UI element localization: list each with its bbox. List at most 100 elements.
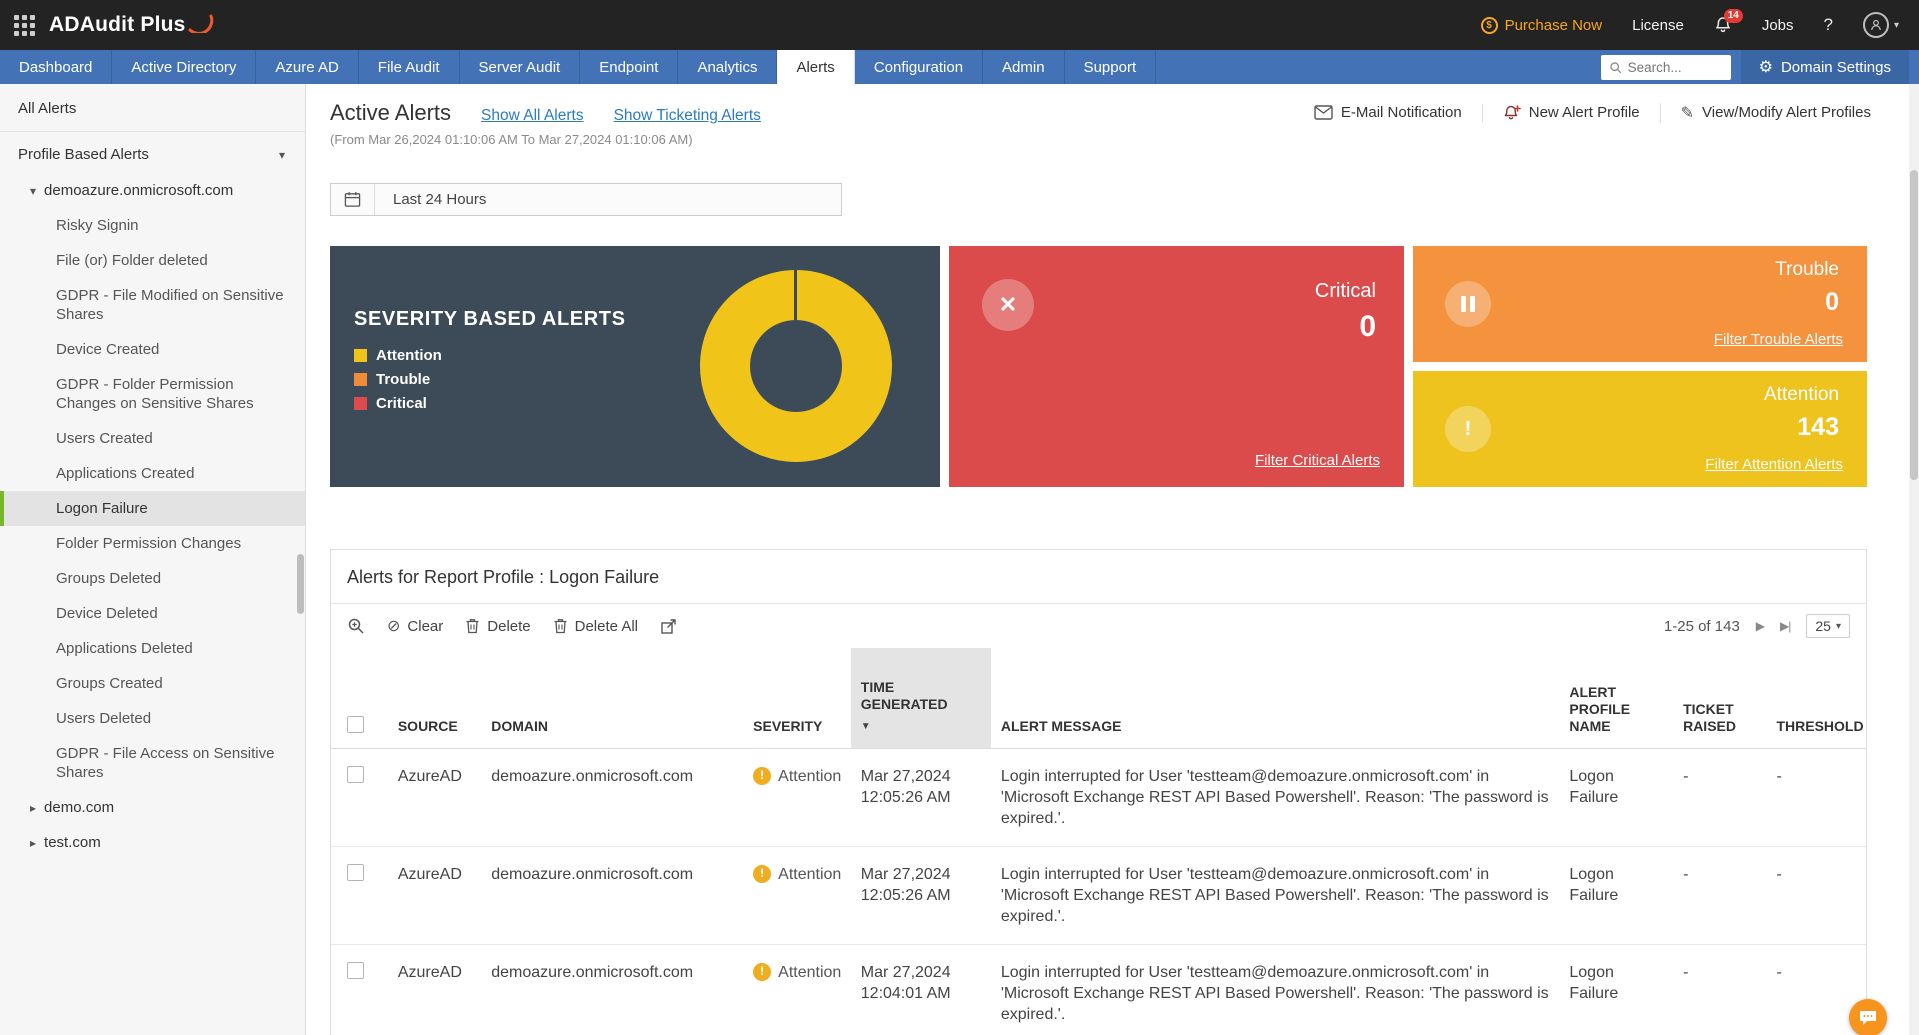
- license-link[interactable]: License: [1632, 16, 1684, 34]
- column-header-source[interactable]: SOURCE: [387, 648, 482, 749]
- column-header-alert-profile-name[interactable]: ALERT PROFILE NAME: [1559, 648, 1674, 749]
- sidebar-item-users-deleted[interactable]: Users Deleted: [56, 710, 152, 727]
- column-search-icon[interactable]: [347, 617, 365, 635]
- sidebar-domain-demo-com[interactable]: ▸ demo.com: [30, 799, 115, 816]
- search-input[interactable]: [1627, 59, 1718, 75]
- cell-ticket-raised: -: [1673, 748, 1767, 847]
- column-header-time-generated[interactable]: TIME GENERATED ▼: [850, 648, 991, 749]
- sidebar-item-device-created[interactable]: Device Created: [56, 341, 160, 358]
- tab-server-audit[interactable]: Server Audit: [460, 50, 581, 84]
- sidebar-domain-test-com[interactable]: ▸ test.com: [30, 834, 101, 851]
- export-icon[interactable]: [660, 618, 677, 635]
- cell-threshold: -: [1766, 748, 1866, 847]
- trash-icon: [465, 618, 480, 634]
- app-logo: ADAudit Plus: [49, 13, 214, 37]
- row-checkbox[interactable]: [347, 961, 364, 979]
- cell-source: AzureAD: [387, 748, 482, 847]
- page-header: Active Alerts Show All Alerts Show Ticke…: [330, 100, 1871, 126]
- sidebar-item-applications-created[interactable]: Applications Created: [56, 465, 195, 482]
- sidebar-item-gdpr-folder-permission[interactable]: GDPR - Folder Permission Changes on Sens…: [56, 376, 254, 412]
- profile-based-alerts-header[interactable]: Profile Based Alerts ▾: [18, 146, 285, 163]
- sidebar-item-groups-created[interactable]: Groups Created: [56, 675, 163, 692]
- sidebar-item-gdpr-file-modified[interactable]: GDPR - File Modified on Sensitive Shares: [56, 287, 284, 323]
- cell-threshold: -: [1766, 846, 1866, 945]
- column-header-ticket-raised[interactable]: TICKET RAISED: [1673, 648, 1767, 749]
- show-ticketing-alerts-link[interactable]: Show Ticketing Alerts: [613, 107, 761, 124]
- page-scrollbar-thumb[interactable]: [1910, 170, 1918, 480]
- last-page-button[interactable]: ▶|: [1780, 619, 1791, 633]
- tab-configuration[interactable]: Configuration: [855, 50, 984, 84]
- delete-button[interactable]: Delete: [465, 618, 531, 635]
- apps-grid-icon[interactable]: [14, 14, 35, 36]
- cell-time-generated: Mar 27,2024 12:05:26 AM: [850, 846, 991, 945]
- critical-label: Critical: [1314, 280, 1376, 302]
- pagination-range: 1-25 of 143: [1663, 617, 1740, 635]
- select-all-checkbox[interactable]: [347, 715, 364, 733]
- cell-alert-profile-name: Logon Failure: [1559, 944, 1674, 1035]
- chart-title: SEVERITY BASED ALERTS: [354, 308, 626, 330]
- tab-alerts[interactable]: Alerts: [777, 50, 855, 84]
- time-range-picker[interactable]: Last 24 Hours: [330, 183, 842, 216]
- coin-icon: $: [1480, 16, 1498, 34]
- page-size-select[interactable]: 25 ▾: [1806, 614, 1850, 638]
- row-checkbox[interactable]: [347, 765, 364, 783]
- sidebar-item-applications-deleted[interactable]: Applications Deleted: [56, 640, 193, 657]
- sidebar-item-logon-failure[interactable]: Logon Failure: [0, 491, 305, 526]
- column-header-alert-message[interactable]: ALERT MESSAGE: [990, 648, 1560, 749]
- help-icon[interactable]: ?: [1823, 15, 1833, 34]
- sidebar-item-folder-permission-changes[interactable]: Folder Permission Changes: [56, 535, 242, 552]
- filter-critical-alerts-link[interactable]: Filter Critical Alerts: [1254, 452, 1380, 469]
- delete-all-button[interactable]: Delete All: [553, 618, 638, 635]
- tab-support[interactable]: Support: [1065, 50, 1157, 84]
- tab-active-directory[interactable]: Active Directory: [112, 50, 257, 84]
- sidebar-item-groups-deleted[interactable]: Groups Deleted: [56, 570, 162, 587]
- row-checkbox[interactable]: [347, 863, 364, 881]
- notifications-button[interactable]: 14: [1714, 9, 1743, 34]
- header-actions: E-Mail Notification New Alert Profile ✎ …: [1314, 102, 1871, 123]
- tab-dashboard[interactable]: Dashboard: [0, 50, 113, 84]
- jobs-link[interactable]: Jobs: [1761, 16, 1794, 34]
- column-header-severity[interactable]: SEVERITY: [743, 648, 851, 749]
- show-all-alerts-link[interactable]: Show All Alerts: [481, 107, 584, 124]
- collapse-icon: ▾: [278, 147, 285, 162]
- tab-analytics[interactable]: Analytics: [678, 50, 778, 84]
- tab-azure-ad[interactable]: Azure AD: [256, 50, 359, 84]
- legend-swatch: [354, 349, 367, 362]
- domain-settings-button[interactable]: ⚙ Domain Settings: [1740, 50, 1909, 84]
- tab-endpoint[interactable]: Endpoint: [580, 50, 679, 84]
- sort-desc-icon[interactable]: ▼: [860, 720, 871, 732]
- critical-count: 0: [1359, 310, 1376, 343]
- sidebar-domain-demoazure[interactable]: ▾ demoazure.onmicrosoft.com: [30, 182, 234, 199]
- nav-right: ⚙ Domain Settings: [1600, 50, 1919, 84]
- logo-swoosh-icon: [188, 14, 213, 33]
- gear-icon: ⚙: [1758, 59, 1773, 76]
- filter-attention-alerts-link[interactable]: Filter Attention Alerts: [1705, 456, 1843, 473]
- clear-button[interactable]: ⊘ Clear: [387, 617, 444, 636]
- view-modify-alert-profiles-button[interactable]: ✎ View/Modify Alert Profiles: [1659, 102, 1871, 123]
- tab-admin[interactable]: Admin: [983, 50, 1065, 84]
- sidebar-item-device-deleted[interactable]: Device Deleted: [56, 605, 158, 622]
- new-alert-profile-button[interactable]: New Alert Profile: [1481, 103, 1640, 122]
- sidebar-scrollbar-thumb[interactable]: [297, 554, 304, 614]
- expanded-icon: ▾: [30, 183, 37, 198]
- purchase-now-label: Purchase Now: [1504, 16, 1603, 34]
- next-page-button[interactable]: ▶: [1755, 619, 1765, 633]
- column-header-threshold[interactable]: THRESHOLD: [1766, 648, 1866, 749]
- user-menu[interactable]: ▾: [1862, 12, 1899, 38]
- purchase-now-button[interactable]: $ Purchase Now: [1480, 16, 1603, 34]
- tab-file-audit[interactable]: File Audit: [359, 50, 460, 84]
- email-notification-button[interactable]: E-Mail Notification: [1314, 104, 1462, 121]
- attention-icon: !: [753, 962, 772, 981]
- sidebar-item-file-or-folder-deleted[interactable]: File (or) Folder deleted: [56, 252, 208, 269]
- attention-exclamation-icon: !: [1445, 406, 1491, 452]
- severity-donut-chart: [700, 270, 892, 462]
- filter-trouble-alerts-link[interactable]: Filter Trouble Alerts: [1713, 331, 1843, 348]
- support-chat-button[interactable]: [1849, 999, 1887, 1035]
- attention-card: ! Attention 143 Filter Attention Alerts: [1413, 371, 1867, 487]
- column-header-domain[interactable]: DOMAIN: [481, 648, 744, 749]
- page-scrollbar: [1909, 84, 1919, 1035]
- sidebar-item-gdpr-file-access[interactable]: GDPR - File Access on Sensitive Shares: [56, 745, 275, 781]
- sidebar-item-risky-signin[interactable]: Risky Signin: [56, 217, 139, 234]
- chart-legend: Attention Trouble Critical: [354, 347, 940, 412]
- sidebar-item-users-created[interactable]: Users Created: [56, 430, 153, 447]
